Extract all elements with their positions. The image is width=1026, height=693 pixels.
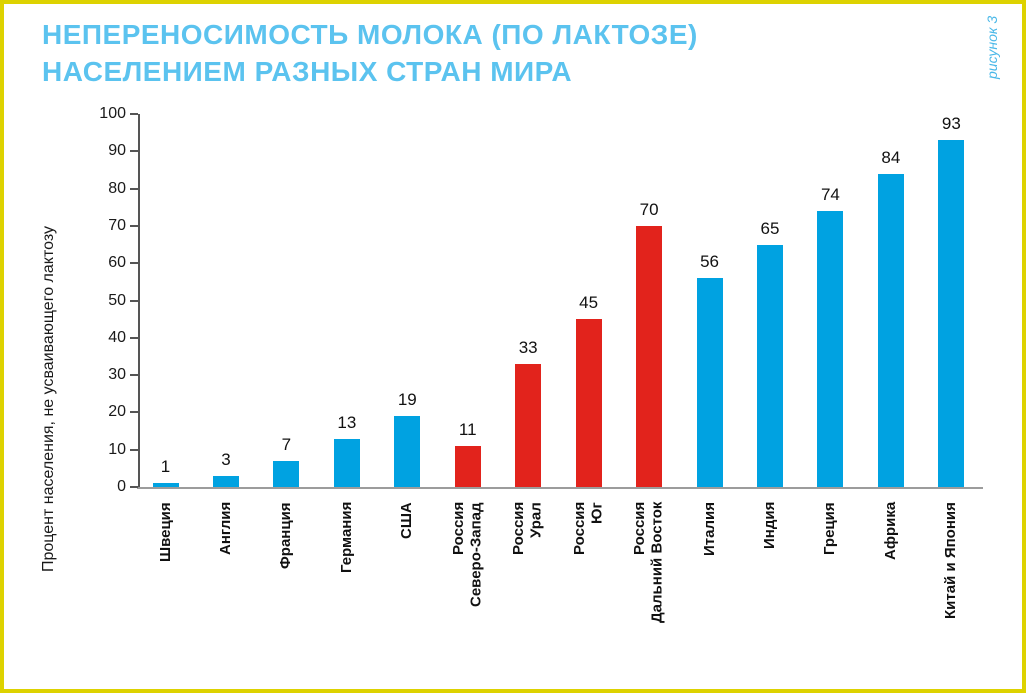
bar: [938, 140, 965, 487]
bar: [696, 278, 723, 487]
bar-value-label: 3: [221, 449, 231, 469]
bar-value-label: 1: [160, 457, 171, 477]
y-tick-label: 70: [108, 216, 126, 234]
y-tick-label: 20: [108, 403, 126, 421]
y-tick-mark: [130, 262, 138, 265]
x-axis-line: [137, 487, 983, 489]
bar-value-label: 13: [337, 412, 357, 432]
x-category-label: Греция: [821, 502, 839, 555]
chart-title: НЕПЕРЕНОСИМОСТЬ МОЛОКА (ПО ЛАКТОЗЕ) НАСЕ…: [42, 16, 698, 90]
bar: [212, 475, 239, 487]
chart-title-line2: НАСЕЛЕНИЕМ РАЗНЫХ СТРАН МИРА: [42, 56, 573, 87]
y-tick-mark: [130, 448, 138, 451]
y-tick-mark: [130, 187, 138, 190]
x-category-label: Россия Урал: [510, 502, 545, 556]
bar: [757, 244, 783, 487]
bar-value-label: 7: [281, 434, 292, 454]
x-category-label: Италия: [700, 502, 718, 556]
y-tick-mark: [130, 374, 138, 377]
chart-title-line1: НЕПЕРЕНОСИМОСТЬ МОЛОКА (ПО ЛАКТОЗЕ): [42, 19, 698, 50]
bar-value-label: 70: [639, 199, 659, 219]
y-tick-label: 100: [99, 105, 126, 122]
bar: [817, 210, 844, 487]
y-tick-mark: [130, 299, 138, 302]
x-category-label: США: [398, 502, 416, 539]
bar: [515, 363, 542, 487]
bar: [394, 416, 421, 487]
y-tick-label: 40: [108, 328, 126, 346]
bar: [333, 438, 360, 487]
y-tick-label: 80: [108, 179, 126, 197]
bar: [575, 319, 602, 487]
x-category-label: Индия: [761, 502, 778, 550]
bar: [877, 173, 904, 487]
figure-number-label: рисунок 3: [984, 16, 1000, 80]
x-category-label: Китай и Япония: [942, 502, 960, 619]
x-category-label: Россия Юг: [570, 502, 606, 556]
bar-value-label: 93: [941, 114, 961, 134]
bar: [636, 225, 663, 487]
bar-value-label: 84: [881, 147, 901, 167]
bar-value-label: 11: [458, 419, 477, 439]
y-axis-title: Процент населения, не усваивающего лакто…: [40, 226, 57, 572]
x-category-label: Швеция: [156, 502, 174, 562]
y-tick-label: 30: [108, 366, 126, 384]
bar-value-label: 45: [579, 293, 599, 313]
y-tick-label: 50: [108, 291, 126, 309]
y-tick-label: 10: [108, 440, 126, 458]
bar-value-label: 74: [820, 184, 840, 204]
x-category-label: Англия: [216, 502, 234, 556]
y-tick-mark: [130, 113, 138, 115]
y-tick-mark: [130, 150, 138, 153]
bar-value-label: 65: [760, 218, 780, 238]
x-category-label: Россия Северо-Запад: [449, 502, 485, 607]
bar: [454, 445, 481, 487]
y-tick-mark: [130, 411, 138, 414]
bar: [152, 483, 179, 487]
x-category-label: Африка: [881, 502, 899, 561]
x-category-label: Франция: [277, 502, 295, 569]
y-tick-mark: [130, 486, 138, 488]
x-category-label: Германия: [337, 502, 355, 574]
bar-value-label: 56: [700, 252, 719, 272]
y-tick-mark: [130, 336, 138, 339]
y-tick-mark: [130, 224, 138, 227]
x-category-label: Россия Дальний Восток: [631, 502, 666, 624]
bar-value-label: 33: [518, 337, 538, 357]
y-axis-line: [138, 114, 140, 489]
y-tick-label: 0: [117, 478, 126, 495]
bar-value-label: 19: [397, 390, 417, 410]
y-tick-label: 60: [108, 254, 126, 272]
bar: [273, 460, 300, 487]
y-tick-label: 90: [108, 142, 126, 160]
